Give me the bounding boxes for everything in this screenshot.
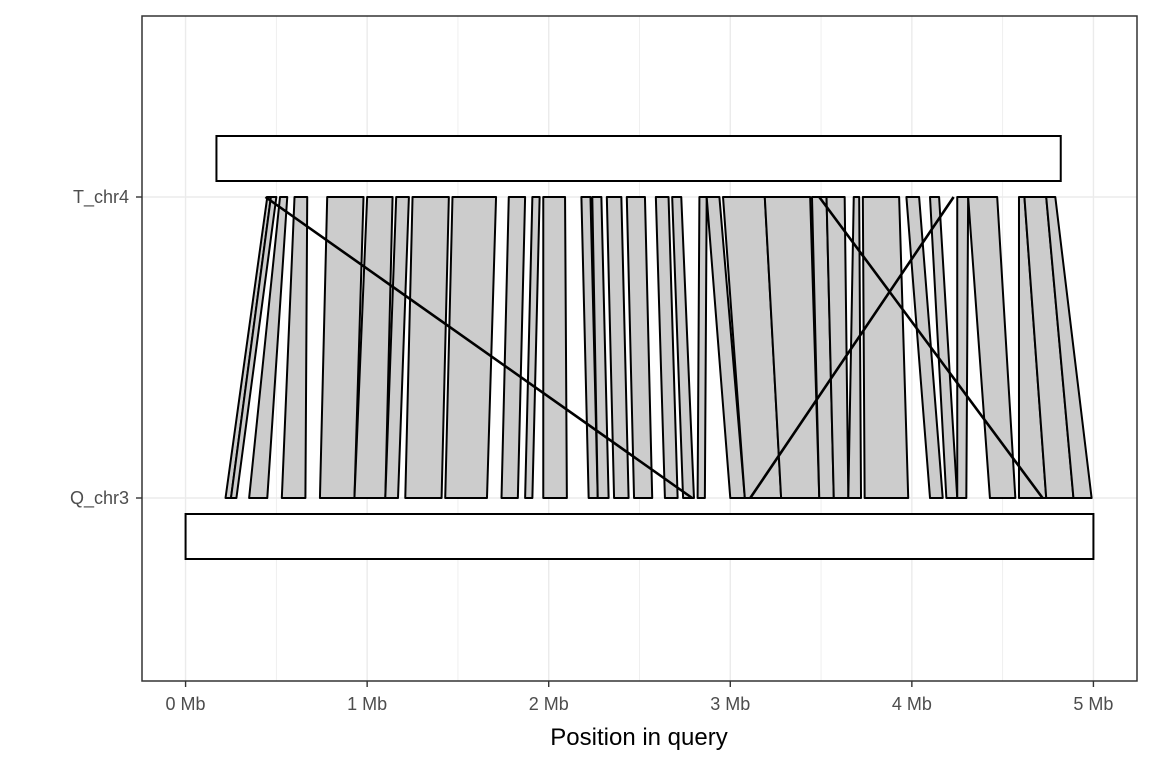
chromosome-bar-t-chr4	[215, 135, 1062, 182]
synteny-link	[671, 196, 695, 499]
x-tick-label: 2 Mb	[529, 694, 569, 714]
synteny-link	[542, 196, 568, 499]
x-tick-label: 3 Mb	[710, 694, 750, 714]
synteny-link	[500, 196, 527, 499]
synteny-link	[956, 196, 970, 499]
synteny-link	[605, 196, 630, 499]
synteny-link	[625, 196, 654, 499]
x-tick-label: 0 Mb	[166, 694, 206, 714]
synteny-link	[591, 196, 610, 499]
plot-panel-border	[141, 15, 1138, 682]
synteny-link	[280, 196, 309, 499]
y-tick-label: Q_chr3	[70, 488, 129, 509]
x-axis-title: Position in query	[550, 724, 727, 751]
synteny-link	[654, 196, 679, 499]
synteny-link	[248, 196, 289, 499]
synteny-inversion-link	[818, 196, 1044, 499]
synteny-link	[524, 196, 541, 499]
synteny-link	[905, 196, 944, 499]
x-axis: 0 Mb 1 Mb 2 Mb 3 Mb 4 Mb 5 Mb	[166, 681, 1113, 714]
y-axis: Q_chr3 T_chr4	[70, 187, 142, 509]
synteny-link	[384, 196, 410, 499]
synteny-link	[861, 196, 910, 499]
synteny-link	[404, 196, 450, 499]
x-tick-label: 1 Mb	[347, 694, 387, 714]
synteny-link	[1045, 196, 1093, 499]
synteny-link	[444, 196, 498, 499]
chromosome-bar-q-chr3	[184, 513, 1095, 560]
synteny-links	[224, 195, 1093, 500]
synteny-link	[696, 196, 708, 499]
synteny-inversion-link	[749, 196, 955, 499]
y-tick-label: T_chr4	[73, 187, 129, 208]
synteny-link	[229, 196, 278, 499]
synteny-inversion-link	[264, 195, 693, 500]
x-tick-label: 5 Mb	[1073, 694, 1113, 714]
synteny-link	[847, 196, 863, 499]
x-tick-label: 4 Mb	[892, 694, 932, 714]
chromosome-bars	[184, 135, 1095, 560]
synteny-link	[967, 196, 1017, 499]
